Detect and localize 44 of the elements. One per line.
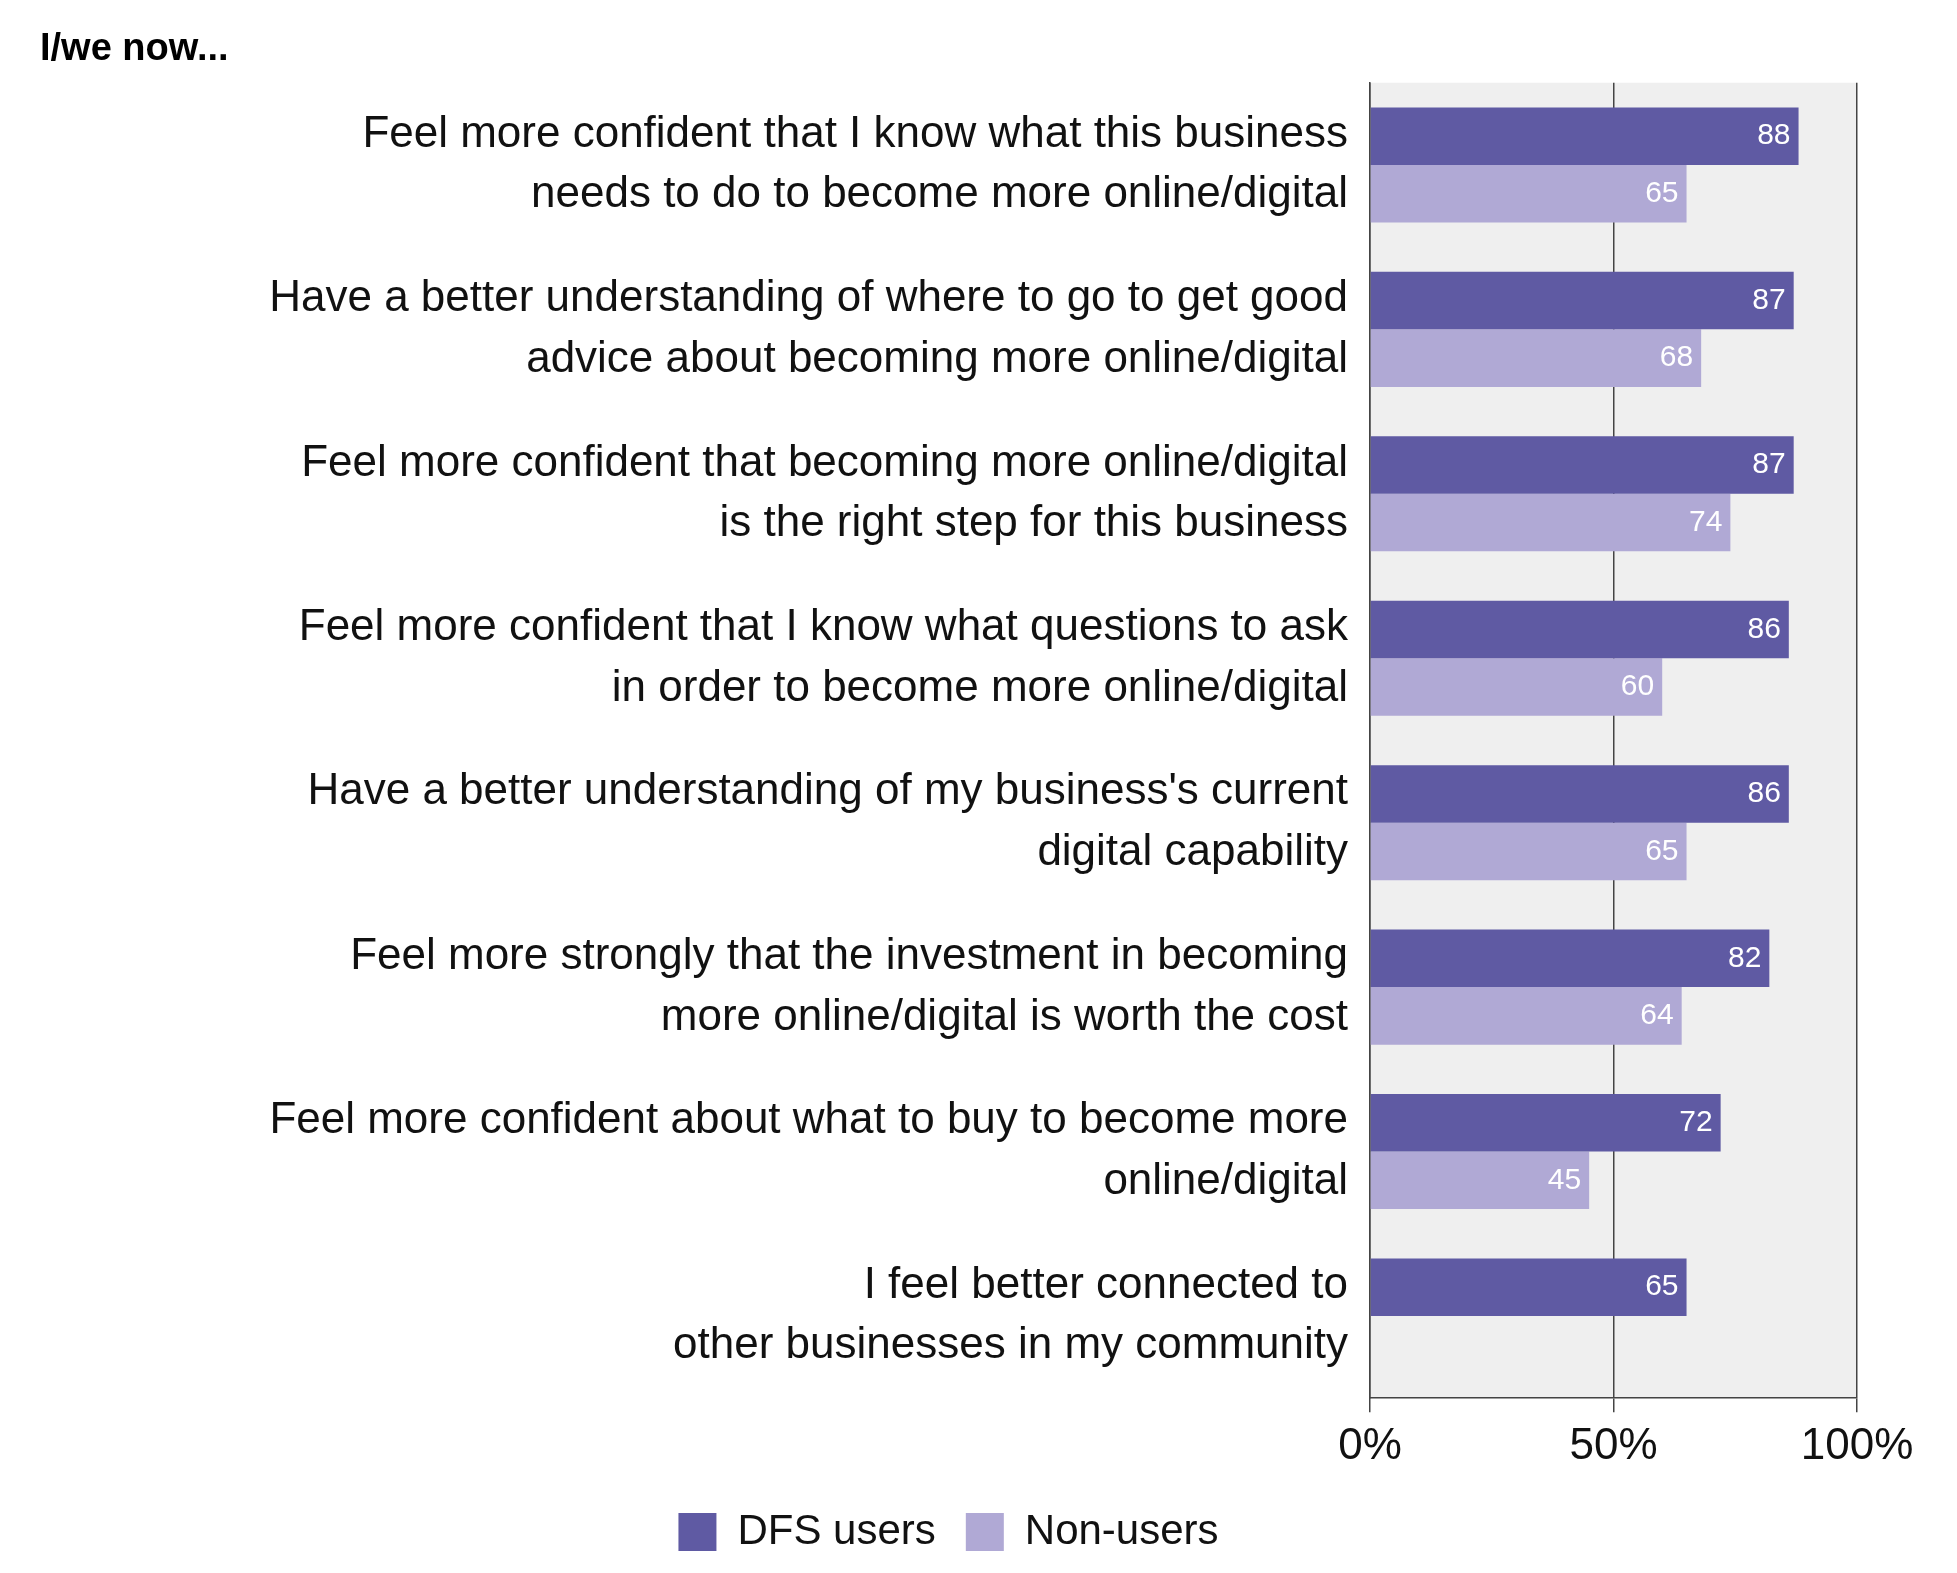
bar [1370,822,1687,881]
y-tick-label: I feel better connected to other businesses in my community [673,1257,1348,1368]
y-tick-label: Have a better understanding of my business's current digital capability [307,764,1348,875]
bar [1370,1258,1687,1316]
bar [1370,164,1687,223]
bar [1370,987,1682,1045]
bar [1370,929,1770,988]
x-tick-label: 50% [1569,1418,1658,1468]
bar [1370,765,1789,823]
data-label: 65 [1645,832,1679,866]
data-label: 64 [1640,997,1674,1031]
text: I/we now... [40,26,229,69]
data-label: 86 [1747,775,1781,809]
legend-label: Non-users [1024,1505,1219,1553]
bar [1370,436,1794,494]
bar [1370,600,1789,659]
x-tick-label: 100% [1800,1418,1914,1468]
y-tick-label: Feel more confident that I know what questions to ask in order to become more online/digital [298,600,1349,710]
y-tick-label: Feel more strongly that the investment in becoming more online/digital is worth the cost [350,928,1348,1039]
data-label: 88 [1757,117,1791,151]
bar [1370,658,1663,716]
bar [1370,329,1702,387]
bar [1370,493,1731,552]
legend-label: DFS users [737,1505,936,1553]
y-tick-label: Feel more confident that becoming more online/digital is the right step for this business [301,435,1348,546]
y-tick-label: Feel more confident about what to buy to become more online/digital [269,1093,1348,1204]
data-label: 87 [1752,446,1786,480]
data-label: 87 [1752,281,1786,315]
data-label: 86 [1747,610,1781,644]
data-label: 60 [1620,668,1655,702]
data-label: 45 [1547,1161,1582,1195]
bar [1370,107,1799,165]
y-tick-label: Have a better understanding of where to go to get good advice about becoming more online/digital [269,271,1348,381]
y-tick-label: Feel more confident that I know what this business needs to do to become more online/digital [362,106,1348,217]
x-tick-label: 0% [1338,1418,1402,1468]
data-label: 72 [1679,1104,1713,1138]
bar [1370,271,1794,330]
bar [1370,1093,1721,1152]
data-label: 65 [1645,174,1679,208]
data-label: 68 [1659,339,1694,373]
data-label: 65 [1645,1268,1679,1302]
data-label: 82 [1727,939,1762,973]
bar [1370,1151,1590,1210]
data-label: 74 [1689,503,1723,537]
